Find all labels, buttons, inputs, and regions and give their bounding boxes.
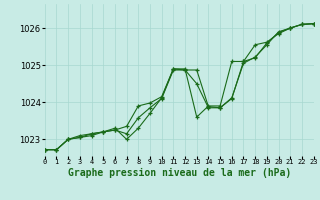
X-axis label: Graphe pression niveau de la mer (hPa): Graphe pression niveau de la mer (hPa) <box>68 168 291 178</box>
